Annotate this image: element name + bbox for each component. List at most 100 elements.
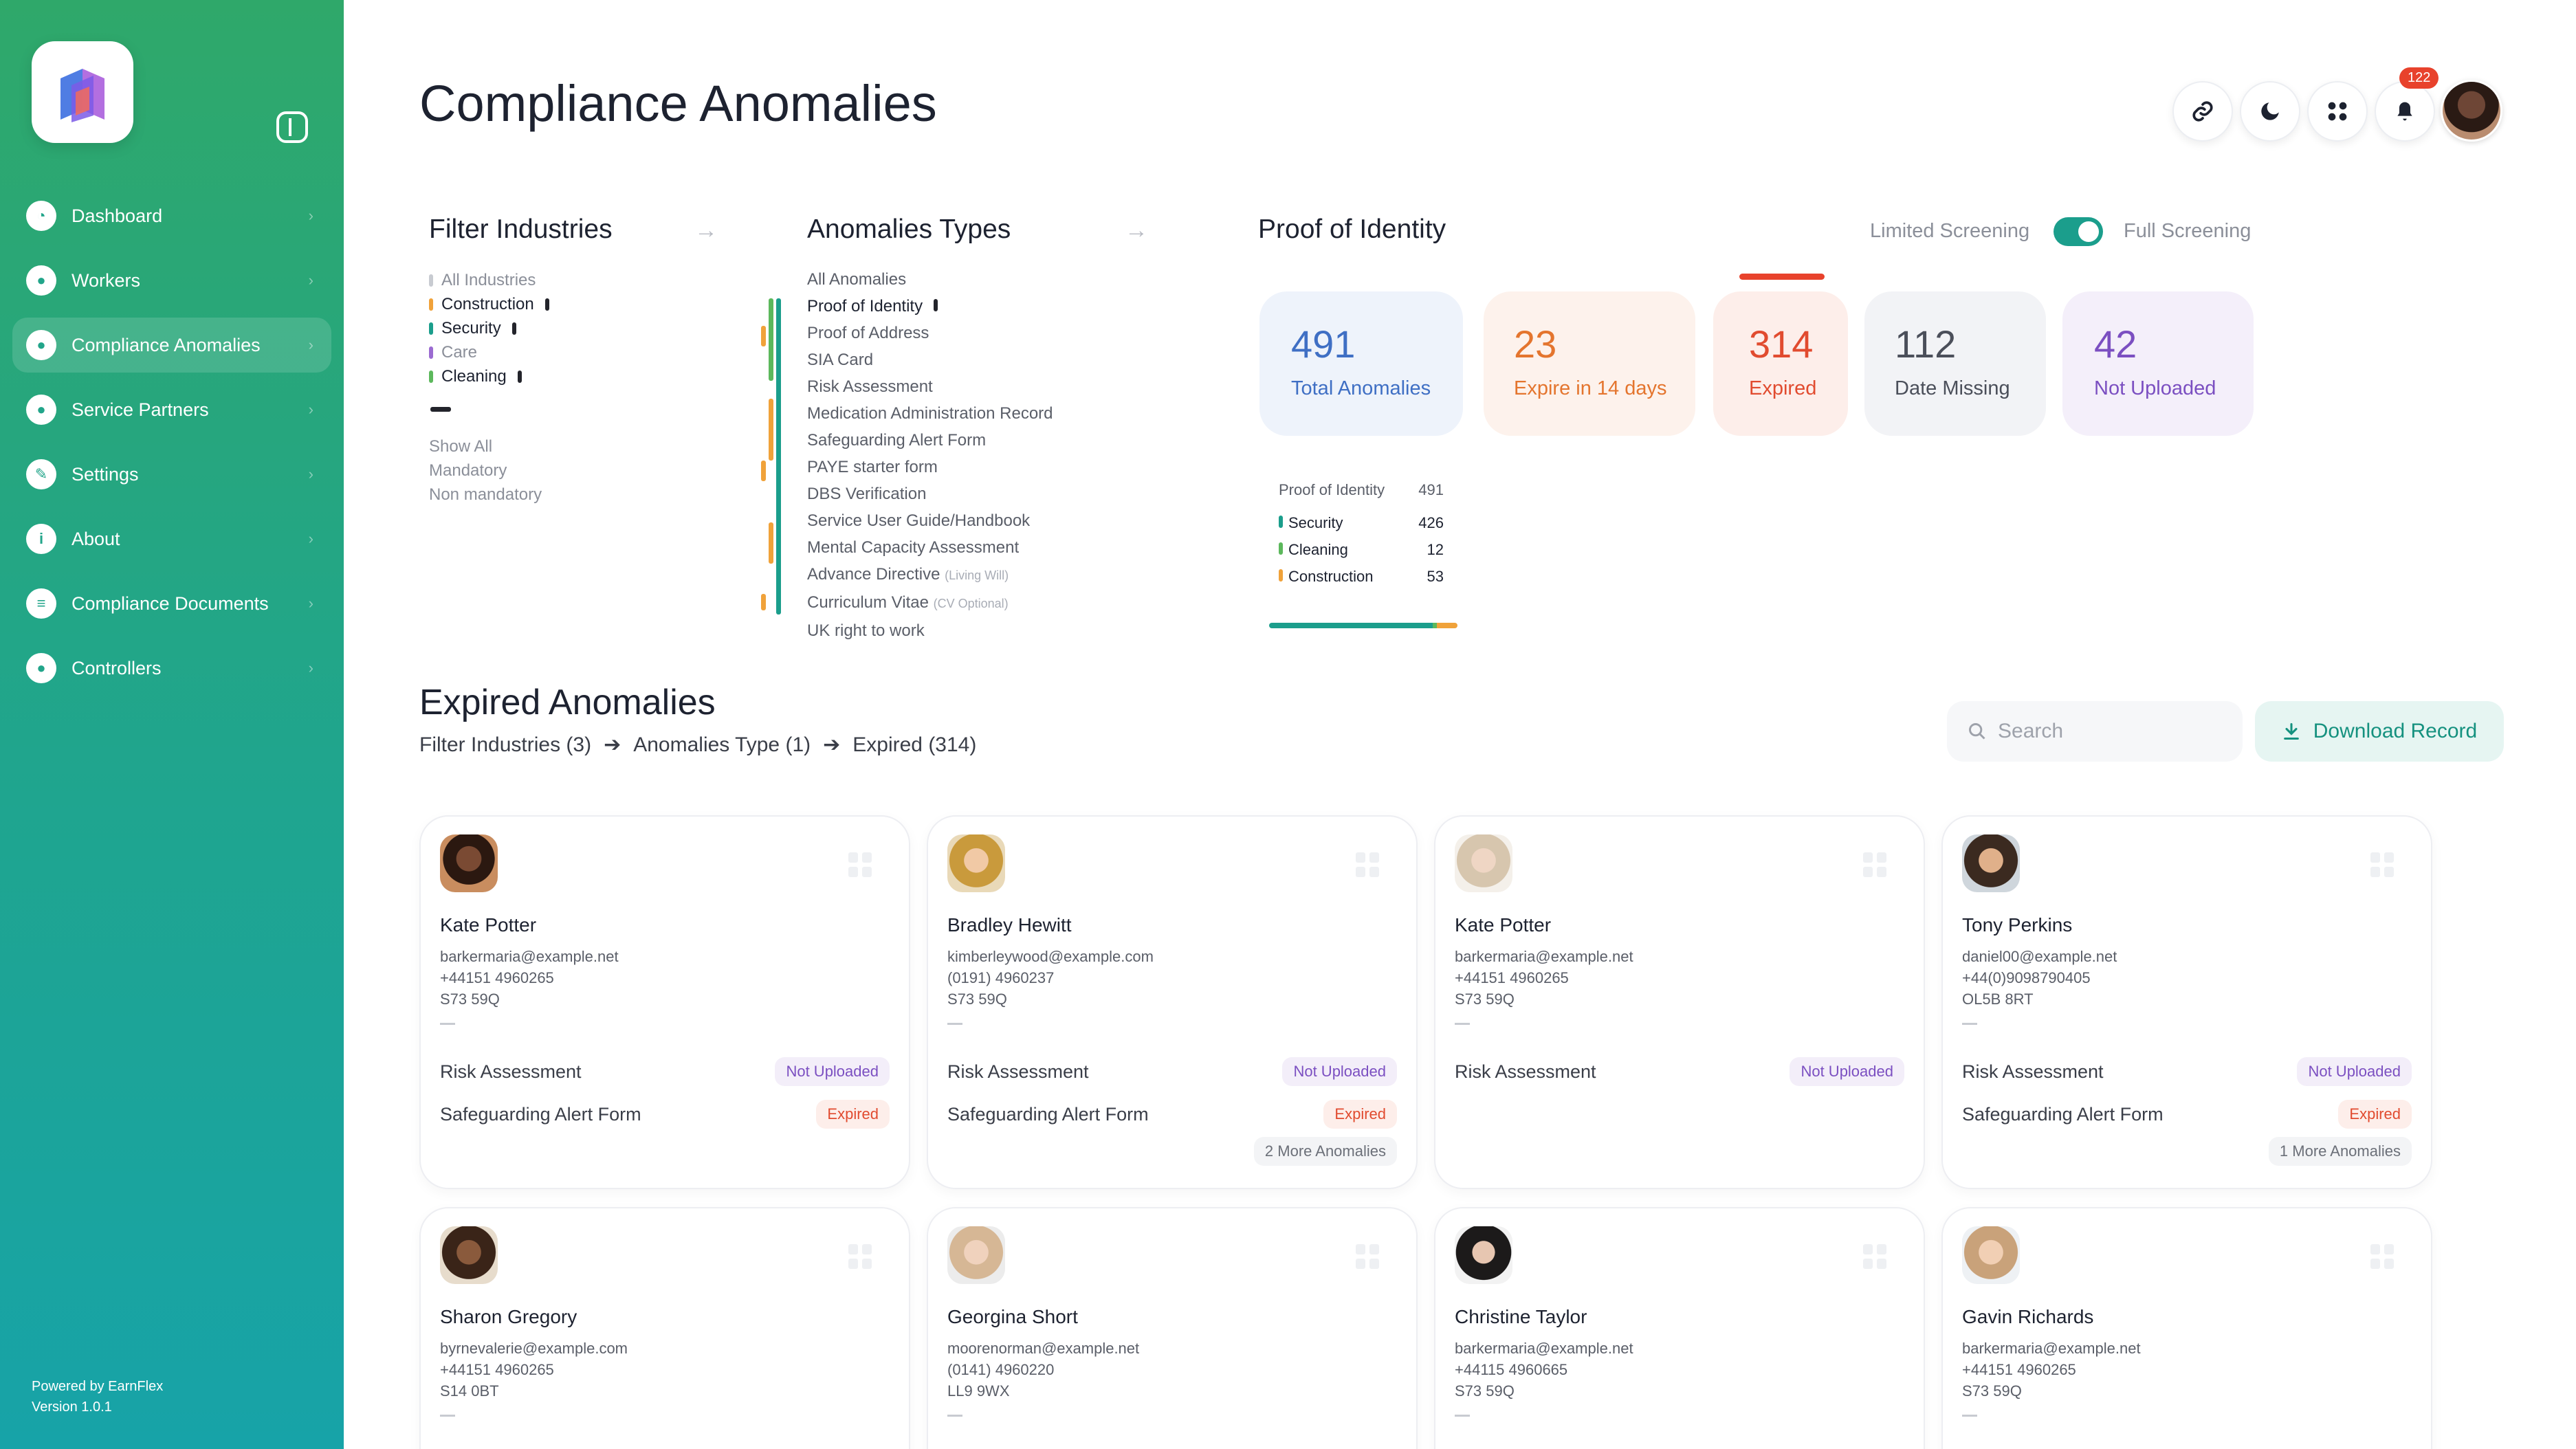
sidebar-item-label: Workers	[71, 269, 141, 291]
stat-expire-14-days[interactable]: 23 Expire in 14 days	[1484, 291, 1695, 436]
stat-total-anomalies[interactable]: 491 Total Anomalies	[1259, 291, 1463, 436]
drag-handle-icon[interactable]	[1863, 852, 1888, 877]
version: Version 1.0.1	[32, 1400, 112, 1415]
worker-card[interactable]: Christine Taylor barkermaria@example.net…	[1434, 1207, 1925, 1449]
anomaly-row[interactable]: Risk Assessment Not Uploaded	[440, 1054, 890, 1089]
worker-name: Sharon Gregory	[440, 1306, 577, 1327]
anomaly-row[interactable]: Risk Assessment Not Uploaded	[947, 1054, 1397, 1089]
anomaly-type-item[interactable]: Medication Administration Record	[807, 404, 1053, 423]
drag-handle-icon[interactable]	[848, 1244, 873, 1269]
sidebar-item-compliance-documents[interactable]: ≡ Compliance Documents ›	[12, 576, 331, 631]
worker-card[interactable]: Kate Potter barkermaria@example.net +4415…	[419, 815, 910, 1189]
segment-security	[1269, 623, 1433, 628]
anomaly-row[interactable]: Safeguarding Alert Form Expired	[440, 1097, 890, 1131]
breadcrumb-anomaly-type[interactable]: Anomalies Type (1)	[633, 733, 811, 756]
more-anomalies-button[interactable]: 1 More Anomalies	[2268, 1137, 2412, 1166]
status-badge: Not Uploaded	[1282, 1057, 1397, 1086]
worker-card[interactable]: Kate Potter barkermaria@example.net +4415…	[1434, 815, 1925, 1189]
anomaly-type-item[interactable]: UK right to work	[807, 621, 925, 640]
selected-marker	[517, 370, 522, 383]
drag-handle-icon[interactable]	[1356, 852, 1380, 877]
user-avatar[interactable]	[2441, 80, 2502, 142]
download-record-button[interactable]: Download Record	[2255, 701, 2504, 762]
worker-card[interactable]: Gavin Richards barkermaria@example.net +4…	[1941, 1207, 2432, 1449]
anomaly-type-item[interactable]: Advance Directive (Living Will)	[807, 565, 1009, 584]
divider	[1455, 1023, 1470, 1025]
notifications-button[interactable]	[2375, 81, 2435, 142]
divider	[440, 1415, 455, 1417]
drag-handle-icon[interactable]	[848, 852, 873, 877]
avatar	[947, 834, 1005, 892]
anomaly-type-item[interactable]: PAYE starter form	[807, 458, 938, 476]
anomaly-type-item[interactable]: Service User Guide/Handbook	[807, 511, 1031, 530]
stat-not-uploaded[interactable]: 42 Not Uploaded	[2062, 291, 2254, 436]
apps-button[interactable]	[2307, 81, 2368, 142]
avatar	[947, 1226, 1005, 1284]
industry-security[interactable]: Security	[429, 316, 549, 340]
anomaly-type-item[interactable]: All Anomalies	[807, 270, 907, 289]
mode-show-all[interactable]: Show All	[429, 437, 493, 456]
info-icon: i	[26, 524, 56, 554]
search-placeholder: Search	[1998, 720, 2064, 742]
powered-by: Powered by EarnFlex	[32, 1379, 164, 1394]
notification-badge: 122	[2399, 67, 2439, 89]
breakdown-header: Proof of Identity 491	[1279, 481, 1444, 498]
sidebar-item-service-partners[interactable]: ● Service Partners ›	[12, 382, 331, 437]
anomaly-type-item[interactable]: SIA Card	[807, 351, 874, 369]
sidebar: ◔ Dashboard › ● Workers › ● Compliance A…	[0, 0, 344, 1449]
drag-handle-icon[interactable]	[1863, 1244, 1888, 1269]
drag-handle-icon[interactable]	[2370, 852, 2395, 877]
drag-handle-icon[interactable]	[2370, 1244, 2395, 1269]
sidebar-item-controllers[interactable]: ● Controllers ›	[12, 641, 331, 696]
anomaly-type-item[interactable]: Risk Assessment	[807, 377, 933, 396]
stat-date-missing[interactable]: 112 Date Missing	[1864, 291, 2046, 436]
mode-mandatory[interactable]: Mandatory	[429, 461, 507, 480]
filter-industries-title: Filter Industries	[429, 214, 613, 244]
stat-expired[interactable]: 314 Expired	[1713, 291, 1848, 436]
anomaly-type-item[interactable]: Curriculum Vitae (CV Optional)	[807, 593, 1009, 612]
screening-toggle[interactable]	[2054, 217, 2103, 246]
industry-care[interactable]: Care	[429, 340, 549, 364]
anomaly-type-item[interactable]: DBS Verification	[807, 485, 927, 503]
anomaly-type-item[interactable]: Safeguarding Alert Form	[807, 431, 987, 450]
breadcrumb-industries[interactable]: Filter Industries (3)	[419, 733, 592, 756]
search-input[interactable]: Search	[1947, 701, 2243, 762]
moon-icon	[2261, 102, 2279, 120]
industry-all[interactable]: All Industries	[429, 268, 549, 292]
link-button[interactable]	[2172, 81, 2233, 142]
worker-card[interactable]: Sharon Gregory byrnevalerie@example.com +…	[419, 1207, 910, 1449]
sidebar-item-about[interactable]: i About ›	[12, 511, 331, 566]
footer: Powered by EarnFlex Version 1.0.1	[32, 1376, 163, 1417]
breadcrumb-expired[interactable]: Expired (314)	[852, 733, 977, 756]
sidebar-item-dashboard[interactable]: ◔ Dashboard ›	[12, 188, 331, 243]
proof-of-identity-breakdown: Proof of Identity 491 Security 426 Cleanin…	[1279, 481, 1444, 595]
worker-card[interactable]: Bradley Hewitt kimberleywood@example.com…	[927, 815, 1418, 1189]
app-logo[interactable]	[32, 41, 133, 143]
breakdown-row-construction: Construction 53	[1279, 568, 1444, 586]
anomaly-row[interactable]: Safeguarding Alert Form Expired	[947, 1097, 1397, 1131]
arrow-right-icon: →	[694, 217, 718, 243]
sidebar-item-compliance-anomalies[interactable]: ● Compliance Anomalies ›	[12, 318, 331, 373]
sidebar-item-workers[interactable]: ● Workers ›	[12, 253, 331, 308]
collapse-sidebar-icon[interactable]	[276, 111, 308, 143]
selected-stat-indicator	[1739, 274, 1825, 280]
pie-chart-icon: ◔	[26, 201, 56, 231]
worker-card[interactable]: Georgina Short moorenorman@example.net (0…	[927, 1207, 1418, 1449]
drag-handle-icon[interactable]	[1356, 1244, 1380, 1269]
industry-cleaning[interactable]: Cleaning	[429, 364, 549, 388]
more-anomalies-button[interactable]: 2 More Anomalies	[1253, 1137, 1397, 1166]
theme-toggle-button[interactable]	[2240, 81, 2300, 142]
worker-contact: barkermaria@example.net +44151 4960265 S73…	[440, 948, 619, 1008]
anomaly-type-item[interactable]: Proof of Address	[807, 324, 929, 342]
anomaly-row[interactable]: Risk Assessment Not Uploaded	[1962, 1054, 2412, 1089]
anomaly-type-list: All Anomalies Proof of Identity Proof of…	[807, 266, 1053, 644]
industry-construction[interactable]: Construction	[429, 292, 549, 316]
worker-card[interactable]: Tony Perkins daniel00@example.net +44(0)9…	[1941, 815, 2432, 1189]
sidebar-item-settings[interactable]: ✎ Settings ›	[12, 447, 331, 502]
mode-non-mandatory[interactable]: Non mandatory	[429, 485, 542, 504]
anomaly-type-item[interactable]: Mental Capacity Assessment	[807, 538, 1020, 557]
anomaly-row[interactable]: Risk Assessment Not Uploaded	[1455, 1054, 1904, 1089]
anomaly-row[interactable]: Safeguarding Alert Form Expired	[1962, 1097, 2412, 1131]
worker-contact: byrnevalerie@example.com +44151 4960265 S1…	[440, 1340, 628, 1400]
anomaly-type-item[interactable]: Proof of Identity	[807, 293, 1053, 320]
